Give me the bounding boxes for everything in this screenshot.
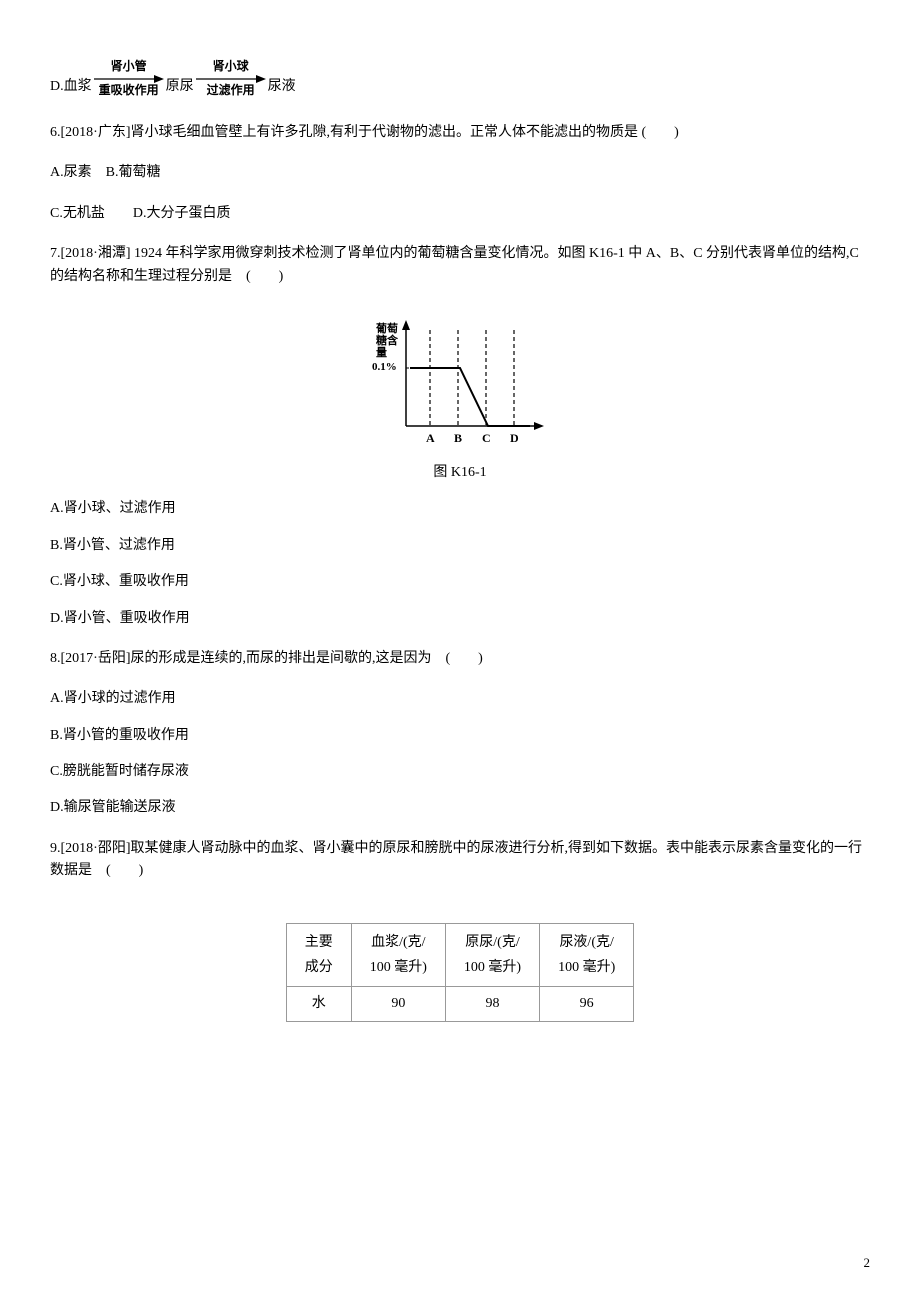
- page-number: 2: [864, 1253, 871, 1274]
- q6-optC: C.无机盐 D.大分子蛋白质: [50, 203, 870, 225]
- option-d-diagram: D.血浆 肾小管 重吸收作用 原尿 肾小球 过滤作用 尿液: [50, 60, 870, 98]
- q9-text: 9.[2018·邵阳]取某健康人肾动脉中的血浆、肾小囊中的原尿和膀胱中的尿液进行…: [50, 838, 870, 883]
- optD-end: 尿液: [268, 76, 296, 98]
- arrow-block-1: 肾小管 重吸收作用: [94, 60, 164, 98]
- q8-optD: D.输尿管能输送尿液: [50, 797, 870, 819]
- q7-options: A.肾小球、过滤作用 B.肾小管、过滤作用 C.肾小球、重吸收作用 D.肾小管、…: [50, 498, 870, 630]
- arrow1-bottom: 重吸收作用: [99, 84, 159, 96]
- optD-mid: 原尿: [166, 76, 194, 98]
- q8-optA: A.肾小球的过滤作用: [50, 688, 870, 710]
- glucose-chart: 葡萄 糖含 量 0.1% A B C D: [370, 316, 550, 456]
- q7-optB: B.肾小管、过滤作用: [50, 535, 870, 557]
- q8-text: 8.[2017·岳阳]尿的形成是连续的,而尿的排出是间歇的,这是因为 ( ): [50, 648, 870, 670]
- xC: C: [482, 431, 491, 445]
- arrow2-bottom: 过滤作用: [207, 84, 255, 96]
- q6-text: 6.[2018·广东]肾小球毛细血管壁上有许多孔隙,有利于代谢物的滤出。正常人体…: [50, 122, 870, 144]
- td-3: 96: [540, 987, 634, 1022]
- q7-optA: A.肾小球、过滤作用: [50, 498, 870, 520]
- ylab1: 葡萄: [375, 321, 398, 335]
- q8-options: A.肾小球的过滤作用 B.肾小管的重吸收作用 C.膀胱能暂时储存尿液 D.输尿管…: [50, 688, 870, 820]
- table-row: 水 90 98 96: [286, 987, 634, 1022]
- q7-text: 7.[2018·湘潭] 1924 年科学家用微穿刺技术检测了肾单位内的葡萄糖含量…: [50, 243, 870, 288]
- td-1: 90: [351, 987, 445, 1022]
- xB: B: [454, 431, 462, 445]
- data-table: 主要 成分 血浆/(克/ 100 毫升) 原尿/(克/ 100 毫升) 尿液/(…: [286, 923, 635, 1023]
- td-2: 98: [445, 987, 539, 1022]
- xA: A: [426, 431, 435, 445]
- optD-prefix: D.血浆: [50, 76, 92, 98]
- q8-optB: B.肾小管的重吸收作用: [50, 725, 870, 747]
- ylab3: 量: [376, 346, 387, 359]
- xD: D: [510, 431, 519, 445]
- q7-caption: 图 K16-1: [50, 462, 870, 484]
- ytick: 0.1%: [372, 361, 397, 373]
- th-1: 血浆/(克/ 100 毫升): [351, 923, 445, 986]
- th-3: 尿液/(克/ 100 毫升): [540, 923, 634, 986]
- table-header-row: 主要 成分 血浆/(克/ 100 毫升) 原尿/(克/ 100 毫升) 尿液/(…: [286, 923, 634, 986]
- q7-optC: C.肾小球、重吸收作用: [50, 571, 870, 593]
- q8-optC: C.膀胱能暂时储存尿液: [50, 761, 870, 783]
- th-2: 原尿/(克/ 100 毫升): [445, 923, 539, 986]
- q6-optA: A.尿素 B.葡萄糖: [50, 162, 870, 184]
- arrow1-top: 肾小管: [111, 60, 147, 72]
- arrow-block-2: 肾小球 过滤作用: [196, 60, 266, 98]
- arrow2-top: 肾小球: [213, 60, 249, 72]
- th-0: 主要 成分: [286, 923, 351, 986]
- q7-optD: D.肾小管、重吸收作用: [50, 608, 870, 630]
- ylab2: 糖含: [376, 333, 399, 347]
- td-0: 水: [286, 987, 351, 1022]
